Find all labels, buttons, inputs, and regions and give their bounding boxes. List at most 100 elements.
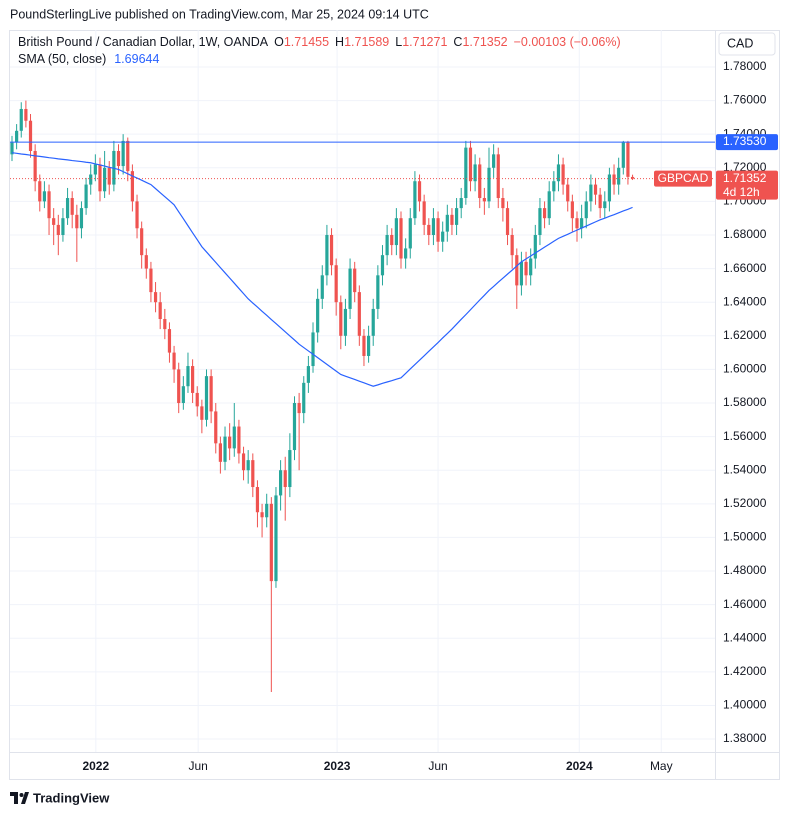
chart-frame xyxy=(9,30,780,780)
candle-body xyxy=(181,386,185,404)
ohlc-label: C xyxy=(453,35,462,49)
y-tick-label: 1.64000 xyxy=(723,294,767,308)
candle-body xyxy=(380,255,385,276)
candle-body xyxy=(325,234,329,276)
candle-body xyxy=(65,198,70,219)
candle-body xyxy=(556,164,561,182)
candle-body xyxy=(103,167,107,192)
candle-body xyxy=(348,268,352,309)
sma-line xyxy=(11,152,633,387)
candle-body xyxy=(153,292,158,303)
x-tick-label: 2024 xyxy=(566,759,593,773)
candle-body xyxy=(357,292,361,336)
sma-name: SMA (50, close) xyxy=(18,52,106,66)
candle-body xyxy=(399,218,403,259)
candle-body xyxy=(149,268,153,293)
candle-body xyxy=(385,234,389,256)
candle-body xyxy=(116,150,121,167)
legend-sma: SMA (50, close) 1.69644 xyxy=(18,52,159,66)
candle-body xyxy=(228,436,232,449)
candle-body xyxy=(390,234,394,246)
candle-body xyxy=(575,218,579,229)
candle-body xyxy=(269,503,273,582)
candle-body xyxy=(260,512,264,518)
candle-body xyxy=(441,231,445,242)
candle-body xyxy=(42,191,47,202)
candle-body xyxy=(468,147,473,182)
candle-body xyxy=(519,261,524,286)
y-tick-label: 1.50000 xyxy=(723,530,767,544)
candle-body xyxy=(589,184,593,202)
candle-body xyxy=(510,234,514,256)
candle-body xyxy=(445,214,449,232)
candle-body xyxy=(630,176,635,179)
y-tick-label: 1.46000 xyxy=(723,597,767,611)
candle-body xyxy=(524,261,528,276)
candle-body xyxy=(265,503,269,518)
candle-body xyxy=(404,248,408,259)
candle-body xyxy=(255,487,260,513)
y-tick-label: 1.68000 xyxy=(723,227,767,241)
x-tick-label: 2022 xyxy=(82,759,109,773)
candle-body xyxy=(84,184,88,209)
footer-brand: TradingView xyxy=(33,790,110,805)
candle-body xyxy=(311,332,315,367)
candle-body xyxy=(422,201,426,225)
candle-body xyxy=(533,234,537,259)
x-tick-label: Jun xyxy=(188,759,207,773)
candle-body xyxy=(454,208,459,225)
candle-body xyxy=(232,426,236,449)
y-tick-label: 1.54000 xyxy=(723,462,767,476)
change-value: −0.00103 (−0.06%) xyxy=(514,35,621,49)
candle-body xyxy=(538,208,542,235)
candle-body xyxy=(353,268,357,293)
candle-body xyxy=(329,234,334,266)
candle-body xyxy=(200,406,204,420)
candle-body xyxy=(186,366,190,387)
candle-body xyxy=(47,191,51,219)
candle-body xyxy=(339,302,343,336)
candle-body xyxy=(566,184,570,202)
y-tick-label: 1.66000 xyxy=(723,261,767,275)
candle-body xyxy=(126,140,130,172)
candle-body xyxy=(621,142,625,168)
candle-body xyxy=(450,214,454,225)
candle-body xyxy=(547,191,551,219)
candle-body xyxy=(584,201,588,219)
candle-body xyxy=(302,382,306,414)
candle-body xyxy=(121,140,125,167)
y-tick-label: 1.38000 xyxy=(723,731,767,745)
candle-body xyxy=(580,218,584,229)
candle-body xyxy=(144,255,148,269)
price-box xyxy=(716,170,778,200)
ohlc-label: L xyxy=(395,35,402,49)
candle-body xyxy=(376,275,380,309)
candle-body xyxy=(570,201,574,219)
currency-button[interactable] xyxy=(718,32,776,56)
candle-body xyxy=(436,218,440,242)
candle-body xyxy=(283,470,287,488)
candle-body xyxy=(218,443,222,462)
candle-body xyxy=(607,174,612,202)
x-tick-label: Jun xyxy=(428,759,447,773)
y-tick-label: 1.52000 xyxy=(723,496,767,510)
logo-dot xyxy=(19,793,24,797)
candle-body xyxy=(464,147,468,199)
candle-body xyxy=(167,329,172,353)
level-label-box xyxy=(716,134,778,151)
candle-body xyxy=(158,302,162,320)
candle-body xyxy=(223,436,227,462)
candle-body xyxy=(24,108,28,121)
candle-body xyxy=(56,224,60,235)
candle-body xyxy=(496,154,500,199)
level-label: 1.73530 xyxy=(723,134,767,148)
candle-body xyxy=(417,181,422,202)
currency[interactable]: CAD xyxy=(727,36,753,50)
plot xyxy=(10,100,715,693)
candle-body xyxy=(612,174,616,185)
candle-body xyxy=(38,181,42,202)
sma-value: 1.69644 xyxy=(114,52,159,66)
y-tick-label: 1.76000 xyxy=(723,93,767,107)
y-tick-label: 1.72000 xyxy=(723,160,767,174)
